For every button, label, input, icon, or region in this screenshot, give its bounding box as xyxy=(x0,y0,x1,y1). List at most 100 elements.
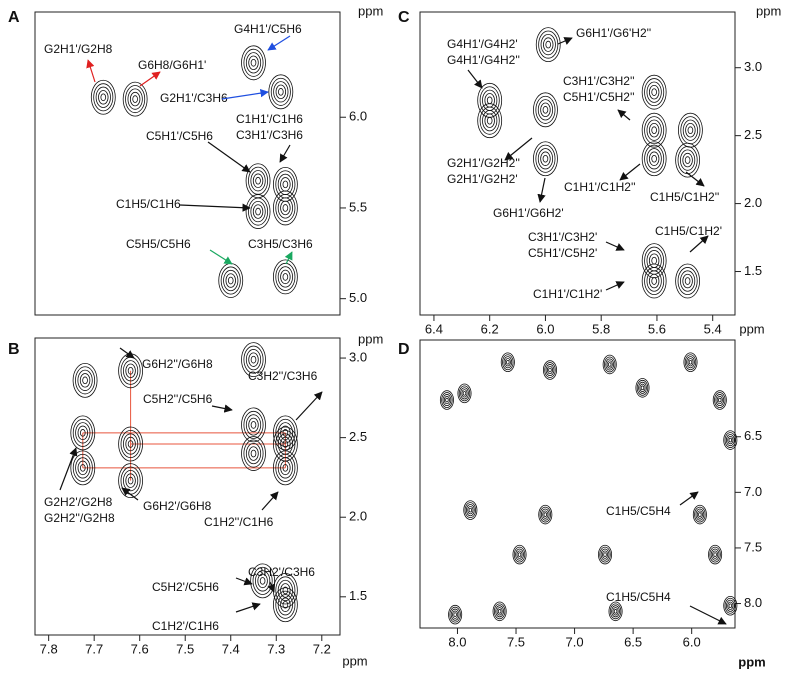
peak xyxy=(272,587,298,623)
annotation-arrow xyxy=(537,177,546,203)
contour-ring xyxy=(245,414,262,436)
contour-ring xyxy=(132,95,138,103)
y-tick-label: 7.0 xyxy=(744,484,762,499)
contour-ring xyxy=(512,544,527,565)
x-tick-label: 6.0 xyxy=(683,634,701,649)
y-tick-label: 1.5 xyxy=(349,588,367,603)
contour-ring xyxy=(646,119,662,141)
contour-ring xyxy=(275,262,296,291)
contour-ring xyxy=(250,449,257,458)
x-tick-label: 5.4 xyxy=(704,321,722,336)
peak xyxy=(602,354,617,375)
annotation: C1H1'/C1H2' xyxy=(533,287,602,301)
contour-ring xyxy=(540,151,551,166)
annotation: C3H2''/C3H6 xyxy=(248,369,318,383)
contour-ring xyxy=(537,148,554,170)
annotation: C1H5/C1H2'' xyxy=(650,190,719,204)
annotation: C1H1'/C1H2'' xyxy=(564,180,636,194)
contour-ring xyxy=(517,552,522,557)
peak xyxy=(241,45,266,81)
annotation-line: C3H1'/C3H2'' xyxy=(563,74,635,88)
contour-ring xyxy=(686,356,695,369)
peak xyxy=(70,450,96,486)
contour-ring xyxy=(713,552,717,557)
annotation-line: G2H1'/G2H2'' xyxy=(447,156,520,170)
annotation: G2H1'/G2H8 xyxy=(44,42,113,56)
annotation: G2H1'/C3H6 xyxy=(160,91,228,105)
contour-ring xyxy=(495,605,504,618)
contour-ring xyxy=(241,436,266,471)
contour-ring xyxy=(225,273,236,288)
contour-ring xyxy=(280,200,291,216)
y-tick-label: 6.0 xyxy=(349,109,367,124)
annotation-line: C3H1'/C3H2' xyxy=(528,230,597,244)
peak xyxy=(533,92,558,128)
contour-ring xyxy=(463,500,478,520)
contour-ring xyxy=(245,349,262,371)
annotation: G6H2'/G6H8 xyxy=(143,499,212,513)
peak xyxy=(675,142,701,178)
annotation-line: C3H2''/C3H6 xyxy=(248,369,318,383)
annotation-line: C3H5/C3H6 xyxy=(248,237,313,251)
contour-ring xyxy=(275,84,287,100)
contour-ring xyxy=(644,246,665,275)
contour-ring xyxy=(604,356,616,373)
contour-ring xyxy=(682,152,693,168)
contour-ring xyxy=(611,605,620,618)
contour-ring xyxy=(728,603,733,609)
contour-ring xyxy=(680,149,696,171)
annotation: C1H2''/C1H6 xyxy=(204,515,274,529)
contour-ring xyxy=(75,366,96,395)
contour-ring xyxy=(695,508,705,521)
contour-ring xyxy=(77,460,88,476)
annotation-arrow xyxy=(139,71,161,87)
contour-ring xyxy=(641,141,667,177)
contour-ring xyxy=(484,93,495,108)
contour-ring xyxy=(533,141,558,177)
contour-ring xyxy=(72,418,93,447)
x-tick-label: 5.8 xyxy=(592,321,610,336)
contour-ring xyxy=(272,415,298,451)
axis-box xyxy=(419,11,736,316)
x-tick-label: 6.4 xyxy=(425,321,443,336)
contour-ring xyxy=(275,193,296,222)
peak xyxy=(641,243,667,279)
contour-ring xyxy=(651,88,657,96)
contour-ring xyxy=(282,429,289,437)
peak xyxy=(477,103,503,139)
annotation: C5H5/C5H6 xyxy=(126,237,191,251)
contour-ring xyxy=(644,116,665,145)
peak xyxy=(245,194,271,229)
contour-ring xyxy=(277,266,293,288)
contour-ring xyxy=(122,433,139,455)
contour-ring xyxy=(605,358,615,371)
contour-ring xyxy=(252,204,264,219)
annotation: G6H8/G6H1' xyxy=(138,58,206,72)
annotation-line: G6H8/G6H1' xyxy=(138,58,206,72)
annotation-arrow xyxy=(86,59,96,83)
contour-ring xyxy=(255,207,261,216)
contour-ring xyxy=(484,113,495,128)
contour-ring xyxy=(677,112,703,148)
annotation-arrow xyxy=(209,249,233,265)
annotation-line: C5H1'/C5H6 xyxy=(146,129,213,143)
contour-ring xyxy=(79,464,86,472)
contour-ring xyxy=(696,510,703,519)
contour-ring xyxy=(280,177,291,192)
contour-ring xyxy=(241,45,266,81)
peak xyxy=(683,352,698,372)
contour-ring xyxy=(259,577,266,585)
contour-ring xyxy=(282,600,289,609)
contour-ring xyxy=(682,119,698,141)
peak xyxy=(535,27,561,63)
peak xyxy=(439,390,454,410)
contour-ring xyxy=(683,352,698,372)
annotation: G6H1'/G6H2' xyxy=(493,206,564,220)
x-axis-label: ppm xyxy=(738,654,765,669)
contour-ring xyxy=(250,200,266,223)
contour-ring xyxy=(537,99,554,121)
peak xyxy=(448,604,463,625)
contour-ring xyxy=(677,146,698,175)
